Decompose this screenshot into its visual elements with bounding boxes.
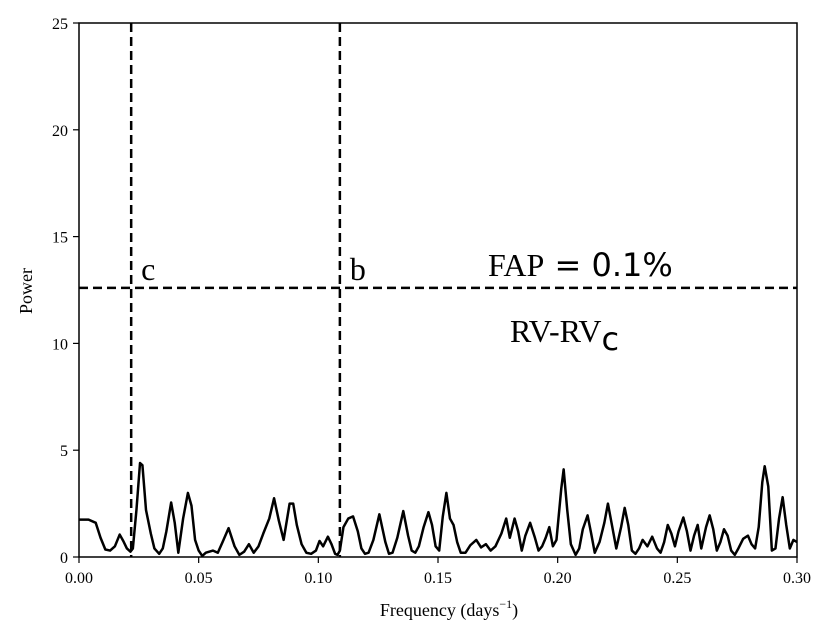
x-axis-label-main: Frequency (days bbox=[380, 600, 499, 621]
x-tick-label: 0.15 bbox=[424, 570, 452, 587]
signal-label-b: b bbox=[350, 251, 366, 287]
y-tick-label: 5 bbox=[60, 443, 68, 460]
chart-subtitle-sub: c bbox=[602, 320, 620, 358]
fap-label-text: FAP bbox=[488, 247, 544, 283]
x-tick-label: 0.25 bbox=[663, 570, 691, 587]
x-axis-label-sup: −1 bbox=[499, 597, 512, 611]
x-tick-label: 0.20 bbox=[544, 570, 572, 587]
y-tick-label: 25 bbox=[52, 16, 68, 33]
x-axis-label: Frequency (days−1) bbox=[380, 597, 518, 621]
axes-group: 0.00 0.05 0.10 0.15 0.20 0.25 0.30 0 5 10 15 20 25 bbox=[52, 16, 811, 587]
y-tick-label: 20 bbox=[52, 123, 68, 140]
x-axis-label-close: ) bbox=[512, 600, 518, 621]
y-axis-label: Power bbox=[16, 268, 36, 314]
fap-label: FAP = 0.1% bbox=[488, 246, 673, 284]
x-tick-label: 0.10 bbox=[304, 570, 332, 587]
periodogram-series-line-0 bbox=[79, 461, 798, 558]
fap-label-value: = 0.1% bbox=[544, 246, 672, 284]
plot-frame bbox=[78, 22, 798, 558]
signal-label-c: c bbox=[141, 251, 155, 287]
x-tick-label: 0.00 bbox=[65, 570, 93, 587]
y-tick-label: 10 bbox=[52, 336, 68, 353]
x-tick-label: 0.05 bbox=[185, 570, 213, 587]
y-tick-label: 0 bbox=[60, 550, 68, 567]
x-tick-label: 0.30 bbox=[783, 570, 811, 587]
chart-subtitle: RV-RVc bbox=[510, 313, 619, 358]
chart-subtitle-main: RV-RV bbox=[510, 313, 602, 349]
y-tick-label: 15 bbox=[52, 230, 68, 247]
